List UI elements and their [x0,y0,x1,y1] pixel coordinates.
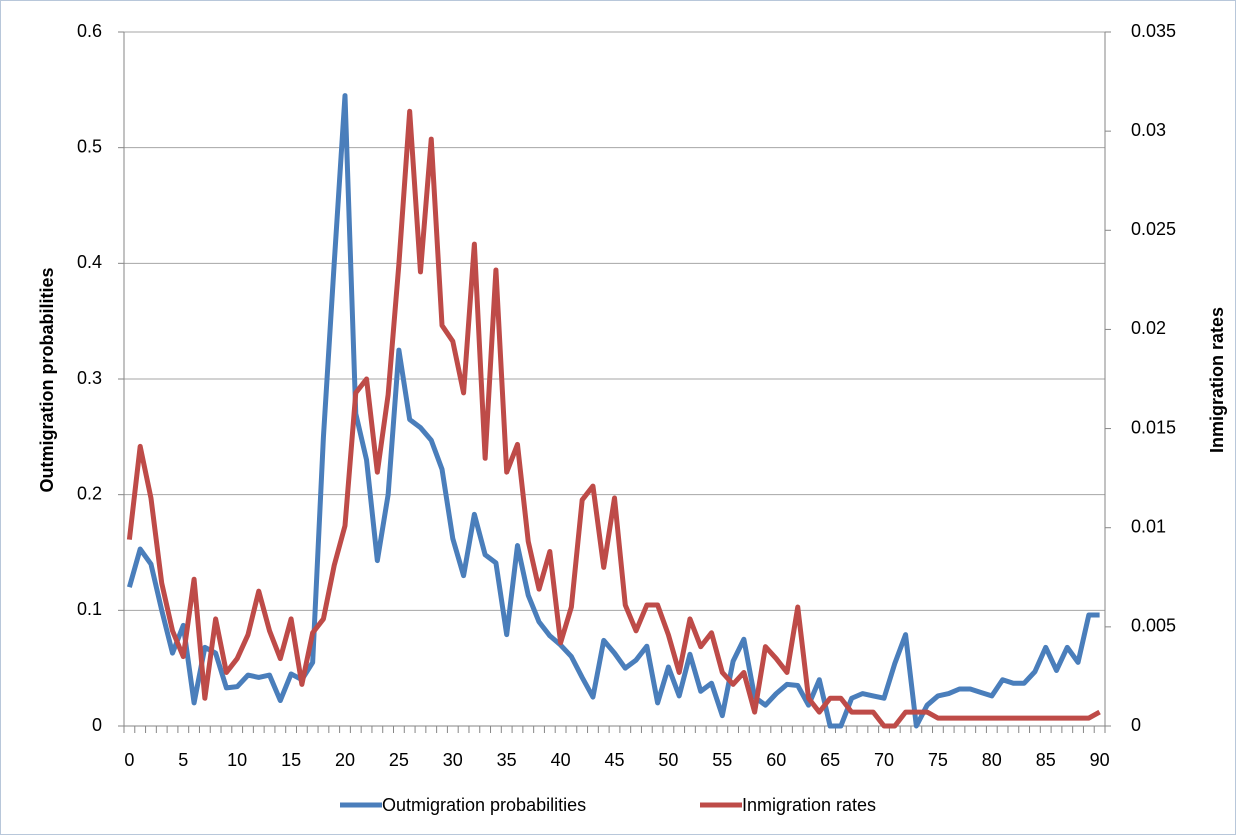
y-tick-label: 0.6 [77,21,102,41]
y-tick-label: 0.1 [77,599,102,619]
x-tick-label: 35 [497,750,517,770]
y-tick-label: 0 [92,715,102,735]
x-tick-label: 20 [335,750,355,770]
x-tick-label: 40 [551,750,571,770]
legend-label: Outmigration probabilities [382,795,586,815]
x-tick-label: 0 [124,750,134,770]
x-tick-label: 30 [443,750,463,770]
x-tick-label: 15 [281,750,301,770]
y-tick-label: 0.2 [77,483,102,503]
x-tick-label: 85 [1036,750,1056,770]
y2-tick-label: 0.025 [1131,219,1176,239]
x-tick-label: 70 [874,750,894,770]
y2-tick-label: 0.005 [1131,616,1176,636]
y2-tick-label: 0.02 [1131,318,1166,338]
x-tick-label: 10 [227,750,247,770]
x-tick-label: 60 [766,750,786,770]
x-tick-label: 80 [982,750,1002,770]
x-tick-label: 65 [820,750,840,770]
series-line [126,93,1100,729]
x-tick-label: 5 [178,750,188,770]
y-tick-label: 0.4 [77,252,102,272]
y2-axis-title: Inmigration rates [1207,307,1227,453]
y2-tick-label: 0.035 [1131,21,1176,41]
x-tick-label: 55 [712,750,732,770]
y2-tick-label: 0.03 [1131,120,1166,140]
x-tick-label: 25 [389,750,409,770]
y-tick-label: 0.5 [77,136,102,156]
y2-tick-label: 0.015 [1131,417,1176,437]
y2-tick-label: 0 [1131,715,1141,735]
x-tick-label: 90 [1090,750,1110,770]
x-tick-label: 45 [604,750,624,770]
series-line [126,108,1101,729]
legend-label: Inmigration rates [742,795,876,815]
x-tick-label: 50 [658,750,678,770]
y-axis-title: Outmigration probabilities [37,267,57,492]
y-tick-label: 0.3 [77,368,102,388]
x-tick-label: 75 [928,750,948,770]
y2-tick-label: 0.01 [1131,516,1166,536]
